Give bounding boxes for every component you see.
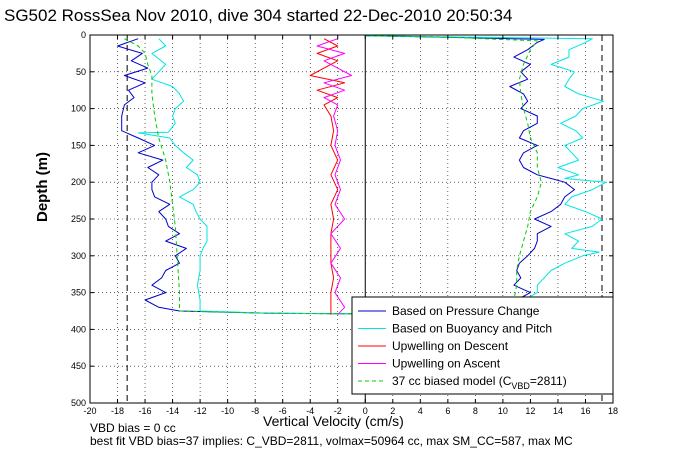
x-tick-label: -4 (306, 406, 314, 416)
y-tick-label: 200 (71, 177, 86, 187)
y-tick-label: 100 (71, 104, 86, 114)
x-tick-label: -12 (194, 406, 207, 416)
x-tick-label: -2 (334, 406, 342, 416)
legend-entry: Upwelling on Descent (392, 339, 509, 353)
x-tick-label: -20 (83, 406, 96, 416)
series-line (137, 38, 366, 315)
y-tick-label: 250 (71, 214, 86, 224)
y-tick-label: 50 (76, 67, 86, 77)
x-tick-label: -14 (166, 406, 179, 416)
best-fit-note: best fit VBD bias=37 implies: C_VBD=2811… (90, 434, 573, 448)
legend-entry: Based on Buoyancy and Pitch (392, 322, 552, 336)
x-tick-label: -18 (111, 406, 124, 416)
x-tick-label: 6 (445, 406, 450, 416)
series-line (365, 35, 575, 315)
x-tick-label: 8 (473, 406, 478, 416)
y-tick-label: 0 (81, 30, 86, 40)
y-tick-label: 300 (71, 251, 86, 261)
x-axis-label: Vertical Velocity (cm/s) (263, 413, 404, 429)
series-line (365, 35, 607, 315)
x-tick-label: 4 (418, 406, 423, 416)
series-line (124, 38, 366, 315)
x-tick-label: 12 (525, 406, 535, 416)
x-tick-label: -16 (139, 406, 152, 416)
legend-entry: 37 cc biased model (CVBD=2811) (392, 374, 567, 391)
y-tick-label: 400 (71, 324, 86, 334)
series-line (316, 38, 352, 316)
y-tick-label: 350 (71, 288, 86, 298)
x-tick-label: -10 (221, 406, 234, 416)
x-tick-label: -6 (279, 406, 287, 416)
series-line (117, 38, 366, 315)
y-tick-label: 150 (71, 140, 86, 150)
x-tick-label: 14 (553, 406, 563, 416)
x-tick-label: 0 (363, 406, 368, 416)
y-tick-label: 500 (71, 398, 86, 408)
legend-entry: Upwelling on Ascent (392, 357, 501, 371)
x-tick-label: 16 (580, 406, 590, 416)
legend-entry: Based on Pressure Change (392, 304, 540, 318)
x-tick-label: 18 (608, 406, 618, 416)
chart-title: SG502 RossSea Nov 2010, dive 304 started… (4, 6, 513, 25)
y-tick-label: 450 (71, 361, 86, 371)
y-axis-label: Depth (m) (34, 152, 51, 222)
vbd-bias-note: VBD bias = 0 cc (90, 421, 176, 435)
legend-box (351, 296, 614, 395)
x-tick-label: -8 (251, 406, 259, 416)
x-tick-label: 10 (498, 406, 508, 416)
x-tick-label: 2 (390, 406, 395, 416)
